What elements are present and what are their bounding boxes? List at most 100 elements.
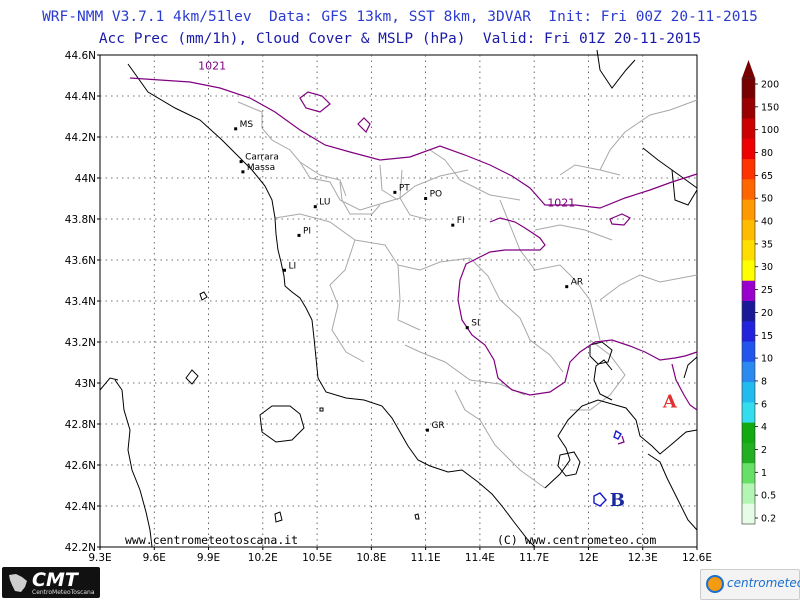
- city-pt: PT: [393, 183, 410, 194]
- legend-label: 30: [761, 262, 773, 273]
- pressure-centers: AB: [610, 392, 678, 511]
- legend-swatch: [742, 382, 755, 403]
- city-label: Massa: [247, 163, 275, 173]
- lat-tick-label: 43.2N: [65, 337, 96, 349]
- city-dot: [283, 268, 287, 272]
- lat-tick-label: 44N: [75, 173, 96, 185]
- legend-label: 0.5: [761, 491, 776, 502]
- city-dot: [241, 170, 245, 174]
- city-dot: [565, 285, 569, 289]
- city-pi: PI: [297, 226, 311, 237]
- legend-swatch: [742, 98, 755, 120]
- city-si: SI: [465, 319, 480, 330]
- title-line-1: WRF-NMM V3.7.1 4km/51lev Data: GFS 13km,…: [42, 9, 758, 25]
- city-dot: [297, 233, 301, 237]
- isobars: [129, 77, 698, 445]
- tuscany-icon: [9, 574, 27, 592]
- lon-tick-label: 12E: [578, 552, 598, 564]
- legend-label: 150: [761, 102, 779, 113]
- cmt-logo: CMT CentroMeteoToscana: [2, 567, 100, 598]
- cmt-logo-text: CMT: [32, 569, 78, 591]
- city-label: LU: [319, 198, 330, 208]
- city-label: GR: [431, 421, 444, 431]
- province-boundaries: [237, 99, 698, 489]
- legend-swatch: [742, 260, 755, 282]
- isobar-label: 1021: [547, 197, 575, 210]
- city-lu: LU: [313, 198, 330, 209]
- lat-tick-label: 44.6N: [65, 50, 96, 62]
- lon-tick-label: 9.6E: [143, 552, 166, 564]
- centrometeo-logo: centrometeo: [700, 569, 800, 600]
- legend-label: 65: [761, 171, 773, 182]
- credit-right: (C) www.centrometeo.com: [497, 533, 656, 547]
- cmt-logo-subtext: CentroMeteoToscana: [32, 589, 95, 596]
- legend-swatch: [742, 341, 755, 363]
- precipitation-contours: [593, 429, 622, 507]
- city-ar: AR: [565, 278, 583, 289]
- city-label: FI: [457, 216, 465, 226]
- lat-tick-label: 42.2N: [65, 542, 96, 554]
- legend-label: 10: [761, 354, 773, 365]
- high-pressure-marker: A: [662, 392, 678, 413]
- lon-tick-label: 12.3E: [628, 552, 658, 564]
- legend-label: 6: [761, 399, 767, 410]
- city-dot: [424, 197, 428, 200]
- legend-label: 8: [761, 376, 767, 387]
- lon-tick-label: 11.7E: [519, 552, 549, 564]
- city-dot: [425, 428, 429, 432]
- legend-swatch: [742, 301, 755, 322]
- legend-label: 20: [761, 308, 773, 319]
- legend-swatch: [742, 138, 755, 160]
- axis-ticks: 44.6N 44.4N 44.2N 44N 43.8N 43.6N 43.4N 43.2N 43…: [65, 50, 712, 564]
- city-label: MS: [240, 120, 254, 130]
- legend-label: 35: [761, 239, 773, 250]
- title-line-2: Acc Prec (mm/1h), Cloud Cover & MSLP (hP…: [98, 31, 702, 47]
- graticule: [100, 55, 697, 547]
- centrometeo-logo-text: centrometeo: [727, 576, 800, 590]
- lat-tick-label: 43.8N: [65, 214, 96, 226]
- city-label: PT: [399, 183, 410, 193]
- city-massa: Massa: [241, 163, 275, 174]
- lon-tick-label: 12.6E: [682, 552, 712, 564]
- lat-tick-label: 42.4N: [65, 501, 96, 513]
- legend-label: 1: [761, 468, 767, 479]
- precipitation-legend: 0.2 0.5 1 2 4 6 8 10 15 20 25 30 35 40 50 65 80 100 150 200: [741, 60, 779, 525]
- lon-tick-label: 10.2E: [248, 552, 278, 564]
- city-po: PO: [424, 190, 443, 200]
- legend-swatch: [742, 402, 755, 424]
- legend-label: 80: [761, 148, 773, 159]
- legend-swatch: [742, 240, 755, 261]
- city-label: PI: [303, 226, 311, 236]
- legend-label: 0.2: [761, 514, 776, 525]
- legend-top-arrow: [742, 60, 755, 78]
- legend-swatch: [742, 78, 755, 99]
- legend-swatch: [742, 280, 755, 302]
- legend-swatch: [742, 463, 755, 484]
- legend-label: 2: [761, 445, 767, 456]
- legend-swatch: [742, 483, 755, 505]
- city-dot: [313, 205, 317, 209]
- city-gr: GR: [425, 421, 445, 432]
- city-label: PO: [430, 190, 443, 200]
- globe-icon: [706, 575, 724, 593]
- city-dot: [393, 190, 397, 194]
- lon-tick-label: 10.8E: [356, 552, 386, 564]
- legend-label: 4: [761, 422, 767, 433]
- legend-swatch: [742, 179, 755, 201]
- city-label: SI: [471, 319, 479, 329]
- city-carrara: Carrara: [239, 153, 279, 164]
- legend-outline: [741, 77, 756, 525]
- lon-tick-label: 10.5E: [302, 552, 332, 564]
- legend-swatch: [742, 442, 755, 464]
- city-dot: [451, 223, 455, 227]
- lat-tick-label: 43.6N: [65, 255, 96, 267]
- lat-tick-label: 42.8N: [65, 419, 96, 431]
- legend-swatch: [742, 159, 755, 180]
- lat-tick-label: 43N: [75, 378, 96, 390]
- legend-swatch: [742, 422, 755, 444]
- city-label: AR: [571, 278, 583, 288]
- legend-label: 200: [761, 80, 779, 91]
- legend-swatch: [742, 219, 755, 241]
- city-label: LI: [289, 261, 297, 271]
- city-ms: MS: [234, 120, 253, 131]
